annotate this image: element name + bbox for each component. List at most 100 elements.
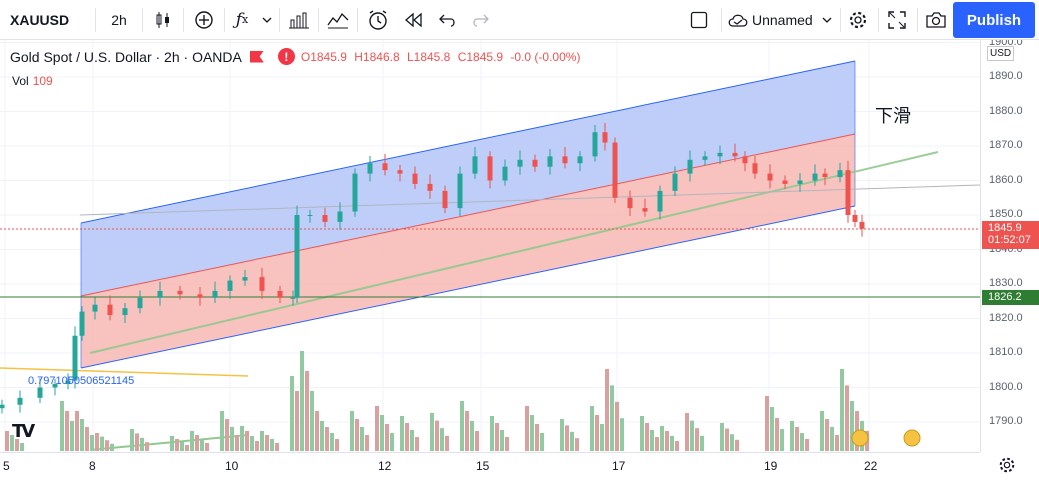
- bar-chart-icon[interactable]: [282, 0, 316, 40]
- chevron-down-icon[interactable]: [818, 0, 836, 40]
- candle-body: [442, 190, 448, 209]
- volume-bar: [720, 423, 724, 451]
- volume-bar: [330, 433, 334, 451]
- candle-body: [277, 290, 283, 298]
- symbol-search-button[interactable]: XAUUSD: [10, 11, 70, 28]
- currency-selector[interactable]: USD: [987, 46, 1015, 61]
- redo-icon[interactable]: [464, 0, 496, 40]
- volume-bar: [570, 431, 574, 451]
- fullscreen-icon[interactable]: [882, 0, 912, 40]
- interval-button[interactable]: 2h: [111, 11, 127, 28]
- channel-top-line: [80, 60, 856, 224]
- line-chart-icon[interactable]: [321, 0, 355, 40]
- volume-bar: [375, 406, 379, 451]
- candle-body: [627, 197, 633, 209]
- volume-bar: [410, 430, 414, 451]
- volume-bar: [15, 439, 19, 451]
- annotation-text[interactable]: 下滑: [875, 106, 911, 126]
- divider: [917, 8, 918, 32]
- candle-body: [517, 159, 523, 167]
- indicators-add-icon[interactable]: [186, 0, 222, 40]
- price-scale-label: 1800.0: [989, 380, 1023, 393]
- camera-icon[interactable]: [920, 0, 952, 40]
- volume-bar: [20, 443, 24, 451]
- volume-bar: [415, 437, 419, 451]
- volume-bar: [205, 443, 209, 451]
- volume-bar: [670, 436, 674, 451]
- candle-body: [72, 335, 78, 381]
- candle-body: [502, 166, 508, 181]
- time-axis[interactable]: 5 8 10 12 15 17 19 22: [0, 452, 980, 486]
- volume-bar: [65, 411, 69, 451]
- cloud-icon[interactable]: [726, 0, 750, 40]
- candle-body: [657, 190, 663, 212]
- price-scale-label: 1810.0: [989, 346, 1023, 358]
- volume-bar: [540, 433, 544, 451]
- candle-body: [352, 173, 358, 212]
- gear-icon[interactable]: [843, 0, 873, 40]
- divider: [878, 8, 879, 32]
- symbol-title[interactable]: Gold Spot / U.S. Dollar · 2h · OANDA: [10, 48, 242, 65]
- volume-bar: [135, 433, 139, 451]
- candle-body: [702, 156, 708, 160]
- candle-body: [412, 173, 418, 184]
- volume-bar: [400, 416, 404, 451]
- flag-icon[interactable]: [249, 50, 264, 63]
- volume-bar: [575, 438, 579, 451]
- alert-icon[interactable]: [360, 0, 396, 40]
- volume-bar: [525, 406, 529, 451]
- square-icon[interactable]: [683, 0, 715, 40]
- price-scale[interactable]: USD 1900.0 1890.0 1880.0 1870.0 1860.0 1850.0 1…: [980, 40, 1039, 452]
- chevron-down-icon[interactable]: [257, 0, 277, 40]
- candle-body: [472, 156, 478, 174]
- volume-bar: [835, 435, 839, 451]
- publish-button[interactable]: Publish: [953, 2, 1035, 38]
- chart-pane[interactable]: Gold Spot / U.S. Dollar · 2h · OANDA ! O…: [0, 40, 980, 452]
- volume-bar: [180, 442, 184, 451]
- candle-body: [65, 380, 71, 385]
- time-axis-label: 12: [378, 459, 392, 473]
- candle-body: [822, 173, 828, 178]
- volume-label: Vol: [12, 74, 29, 88]
- candle-body: [427, 183, 433, 191]
- candle-body: [742, 156, 748, 164]
- volume-bar: [655, 437, 659, 451]
- volume-bar: [800, 433, 804, 451]
- volume-bar: [795, 427, 799, 451]
- price-scale-label: 1900.0: [989, 40, 1023, 48]
- volume-bar: [820, 411, 824, 451]
- volume-bar: [130, 429, 134, 451]
- layout-name-button[interactable]: Unnamed: [752, 11, 813, 28]
- volume-bar: [845, 385, 849, 451]
- candle-body: [107, 304, 113, 316]
- volume-bar: [260, 431, 264, 451]
- volume-bar: [310, 391, 314, 451]
- volume-bar: [240, 426, 244, 451]
- candle-body: [259, 277, 265, 291]
- candle-body: [457, 173, 463, 209]
- candle-body: [290, 297, 296, 299]
- volume-bar: [735, 439, 739, 451]
- volume-bar: [700, 435, 704, 451]
- volume-bar: [110, 443, 114, 451]
- chart-canvas[interactable]: [0, 40, 980, 452]
- warning-icon[interactable]: !: [277, 48, 295, 65]
- candle-body: [137, 297, 143, 309]
- candle-body: [92, 304, 98, 312]
- last-price-value: 1845.9: [988, 222, 1022, 235]
- volume-bar: [590, 406, 594, 451]
- tradingview-logo[interactable]: TV: [12, 421, 35, 442]
- undo-icon[interactable]: [432, 0, 464, 40]
- volume-bar: [95, 433, 99, 451]
- candles-icon[interactable]: [145, 0, 181, 40]
- volume-bar: [105, 440, 109, 451]
- candle-body: [562, 156, 568, 164]
- replay-icon[interactable]: [396, 0, 432, 40]
- level-price-tag: 1826.2: [982, 290, 1039, 305]
- volume-bar: [675, 441, 679, 451]
- fib-level-label: 0.7971050506521145: [28, 375, 135, 387]
- volume-bar: [195, 435, 199, 451]
- volume-bar: [775, 418, 779, 451]
- gear-icon[interactable]: [998, 456, 1016, 479]
